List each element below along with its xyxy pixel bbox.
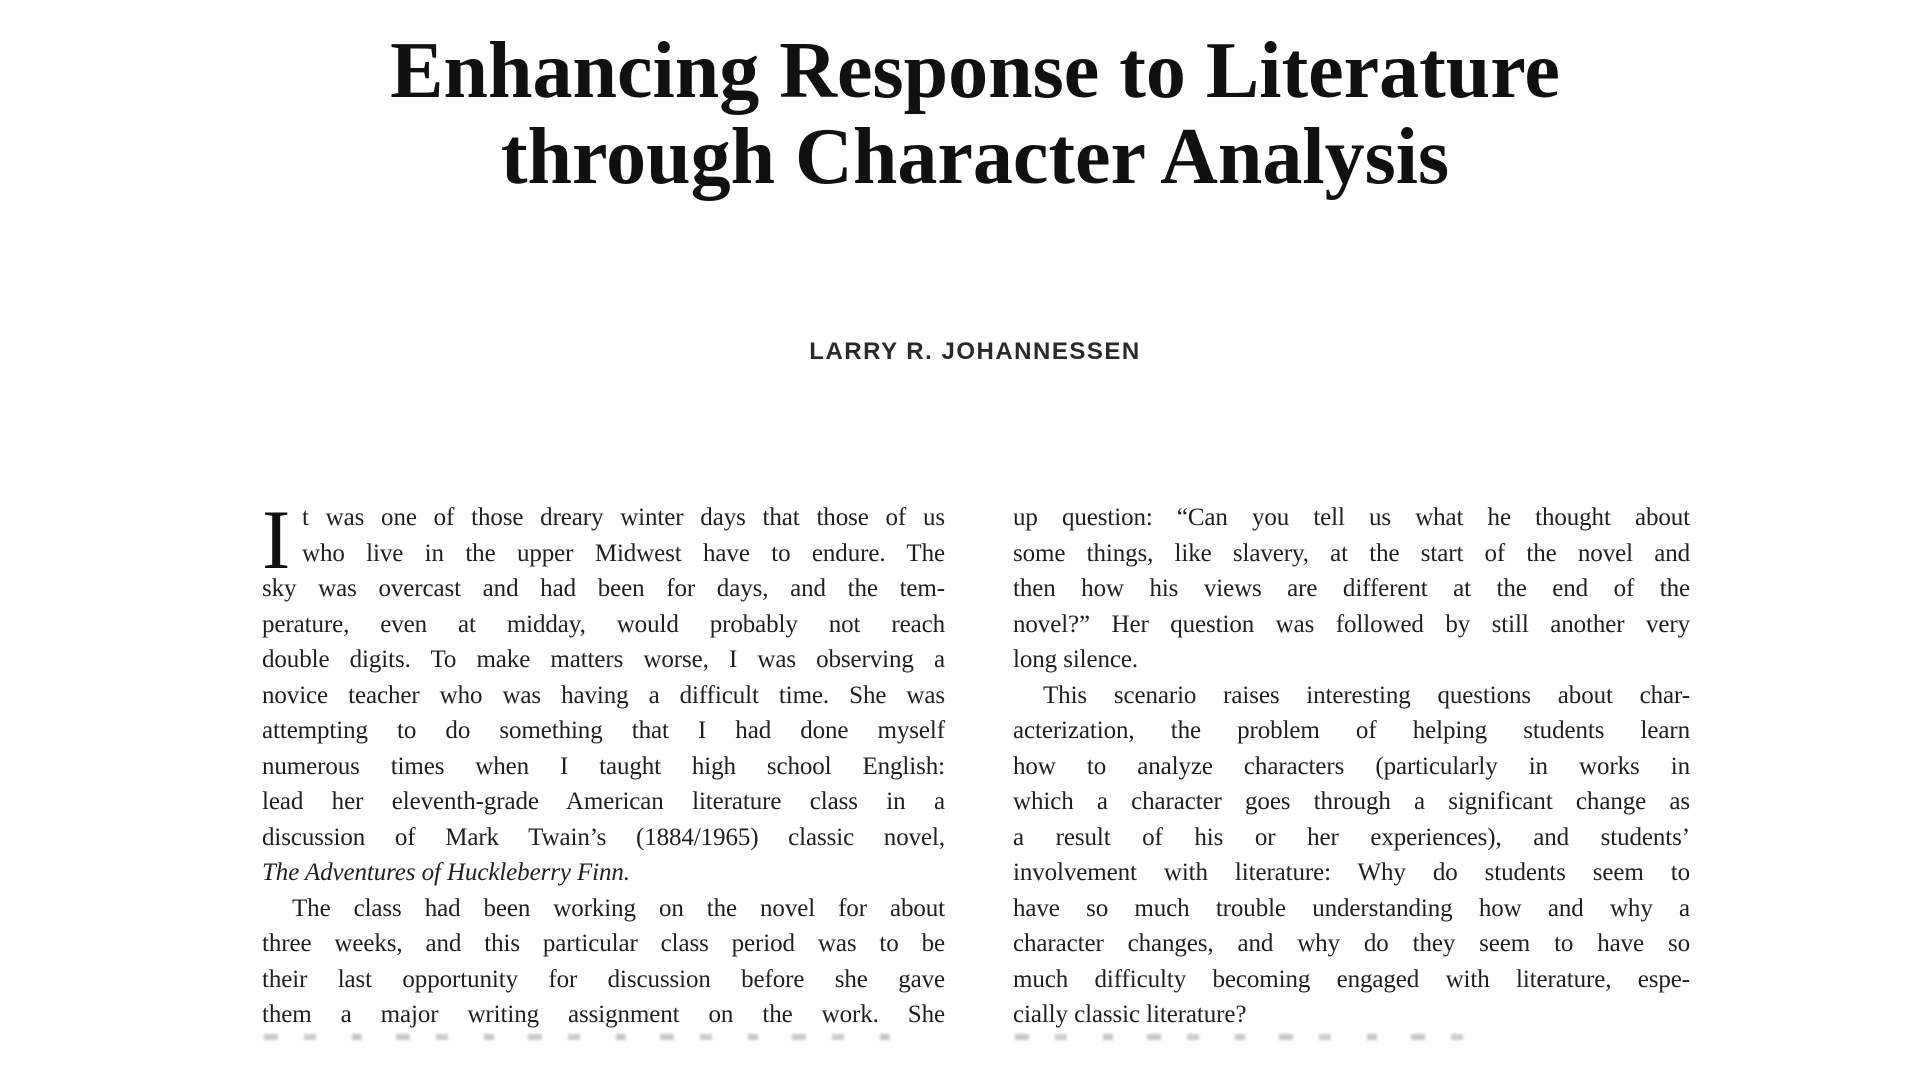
- text-line: The class had been working on the novel …: [292, 894, 945, 922]
- text-line: perature, even at midday, would probably…: [262, 610, 945, 638]
- text-line: discussion of Mark Twain’s (1884/1965) c…: [262, 823, 945, 851]
- text-line: attempting to do something that I had do…: [262, 717, 945, 744]
- text-line: three weeks, and this particular class p…: [262, 930, 945, 957]
- text-line: The Adventures of Huckleberry Finn.: [262, 859, 630, 886]
- paragraph: This scenario raises interesting questio…: [1013, 678, 1690, 1033]
- article-title-line2: through Character Analysis: [500, 113, 1450, 201]
- cutoff-text-remnant: [264, 1034, 904, 1040]
- text-line: long silence.: [1013, 646, 1139, 673]
- text-line: how to analyze characters (particularly …: [1013, 752, 1690, 780]
- text-line: involvement with literature: Why do stud…: [1013, 859, 1690, 886]
- text-line: character changes, and why do they seem …: [1013, 930, 1690, 957]
- text-line: numerous times when I taught high school…: [262, 752, 945, 780]
- text-line: This scenario raises interesting questio…: [1043, 681, 1690, 709]
- article-title: Enhancing Response to Literature through…: [250, 28, 1700, 200]
- text-line: much difficulty becoming engaged with li…: [1013, 965, 1690, 993]
- paragraph: The class had been working on the novel …: [262, 891, 945, 1033]
- text-line: up question: “Can you tell us what he th…: [1013, 504, 1690, 531]
- text-line: novel?” Her question was followed by sti…: [1013, 610, 1690, 638]
- cutoff-text-remnant: [1015, 1034, 1485, 1040]
- text-line: have so much trouble understanding how a…: [1013, 894, 1690, 922]
- article-title-line1: Enhancing Response to Literature: [390, 27, 1560, 115]
- text-line: then how his views are different at the …: [1013, 575, 1690, 602]
- text-line: sky was overcast and had been for days, …: [262, 575, 945, 602]
- author-name: LARRY R. JOHANNESSEN: [809, 338, 1141, 365]
- right-text-column: up question: “Can you tell us what he th…: [1013, 500, 1690, 1040]
- text-line: who live in the upper Midwest have to en…: [302, 539, 945, 567]
- text-line: acterization, the problem of helping stu…: [1013, 717, 1690, 744]
- text-line: a result of his or her experiences), and…: [1013, 823, 1690, 851]
- text-line: cially classic literature?: [1013, 1001, 1247, 1028]
- text-line: lead her eleventh-grade American literat…: [262, 788, 945, 815]
- left-text-column: I t was one of those dreary winter days …: [262, 493, 945, 1040]
- paragraph-opening: I t was one of those dreary winter days …: [262, 493, 945, 891]
- text-line: which a character goes through a signifi…: [1013, 788, 1690, 815]
- drop-cap: I: [262, 493, 291, 587]
- paragraph-continuation: up question: “Can you tell us what he th…: [1013, 500, 1690, 678]
- text-line: novice teacher who was having a difficul…: [262, 681, 945, 709]
- text-line: some things, like slavery, at the start …: [1013, 539, 1690, 567]
- text-line: double digits. To make matters worse, I …: [262, 646, 945, 673]
- text-line: t was one of those dreary winter days th…: [302, 504, 945, 531]
- text-line: them a major writing assignment on the w…: [262, 1001, 945, 1028]
- text-line: their last opportunity for discussion be…: [262, 965, 945, 993]
